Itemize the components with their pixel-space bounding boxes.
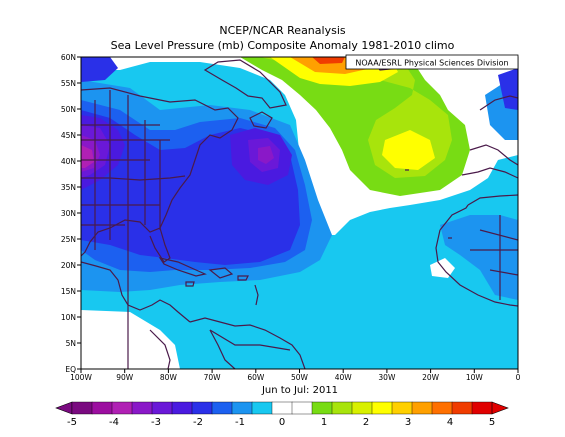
credit-box — [345, 54, 519, 70]
lat-label: 40N — [61, 157, 76, 166]
lat-label: 35N — [61, 183, 76, 192]
colorbar-swatch — [371, 401, 393, 415]
lon-label: 20W — [422, 373, 440, 382]
colorbar-arrow-left — [55, 401, 73, 415]
chart-title: NCEP/NCAR Reanalysis — [219, 24, 346, 37]
colorbar-swatch — [271, 401, 293, 415]
colorbar-tick-label: -5 — [67, 417, 77, 428]
colorbar-tick-label: 0 — [279, 417, 285, 428]
lat-label: 30N — [61, 209, 76, 218]
lon-label: 10W — [466, 373, 484, 382]
colorbar-tick-label: 4 — [447, 417, 453, 428]
colorbar-tick-label: -1 — [235, 417, 245, 428]
colorbar-swatch — [211, 401, 233, 415]
lon-label: 40W — [335, 373, 353, 382]
colorbar-tick-label: 2 — [363, 417, 369, 428]
colorbar-swatch — [291, 401, 313, 415]
lon-label: 90W — [116, 373, 134, 382]
field-negative-north-corner — [81, 57, 118, 82]
map-field — [81, 57, 518, 369]
lon-label: 70W — [204, 373, 222, 382]
colorbar-tick-label: -2 — [193, 417, 203, 428]
lat-label: 10N — [61, 313, 76, 322]
colorbar-swatch — [411, 401, 433, 415]
field-negative-1-east — [440, 80, 518, 300]
field-positive-yellow — [270, 57, 435, 170]
lon-label: 80W — [160, 373, 178, 382]
colorbar-swatch — [431, 401, 453, 415]
colorbar-swatch — [111, 401, 133, 415]
field-negative-3 — [81, 125, 280, 178]
colorbar-swatch — [131, 401, 153, 415]
chart-subtitle: Sea Level Pressure (mb) Composite Anomal… — [110, 39, 455, 52]
colorbar-swatch — [351, 401, 373, 415]
colorbar-swatch — [311, 401, 333, 415]
lat-label: 25N — [61, 235, 76, 244]
colorbar-tick-label: 1 — [321, 417, 327, 428]
field-positive-red — [312, 57, 345, 64]
colorbar-swatch — [151, 401, 173, 415]
colorbar-swatch — [191, 401, 213, 415]
field-negative-4 — [81, 145, 94, 168]
coastlines — [81, 57, 518, 369]
period-label: Jun to Jul: 2011 — [261, 385, 338, 396]
lon-label: 30W — [378, 373, 396, 382]
lat-label: 55N — [61, 79, 76, 88]
colorbar-tick-label: 3 — [405, 417, 411, 428]
colorbar-swatch — [251, 401, 273, 415]
field-zero-patch-south — [81, 310, 180, 369]
colorbar-layer: -5 -4 -3 -2 -1 0 1 2 3 4 5 — [55, 401, 509, 428]
lat-label: 50N — [61, 105, 76, 114]
colorbar-tick-label: -3 — [151, 417, 161, 428]
field-negative-25 — [81, 115, 292, 190]
colorbar-swatch — [451, 401, 473, 415]
colorbar-tick-label: 5 — [489, 417, 495, 428]
colorbar-arrow-right — [491, 401, 509, 415]
lat-label: 20N — [61, 261, 76, 270]
lat-label: 5N — [66, 339, 76, 348]
colorbar-tick-label: -4 — [109, 417, 119, 428]
colorbar-swatch — [91, 401, 113, 415]
lon-label: 0 — [516, 373, 521, 382]
colorbar-swatch — [171, 401, 193, 415]
colorbar-swatch — [71, 401, 93, 415]
lon-label: 60W — [247, 373, 265, 382]
axis-layer: 100W 90W 80W 70W 60W 50W 40W 30W 20W 10W 0 EQ 5N 10N 1… — [61, 53, 521, 382]
lat-label: EQ — [65, 365, 76, 374]
colorbar-swatch — [471, 401, 493, 415]
colorbar-swatch — [231, 401, 253, 415]
field-negative-ne-corner — [498, 68, 518, 110]
lat-label: 45N — [61, 131, 76, 140]
lat-label: 15N — [61, 287, 76, 296]
colorbar-swatch — [331, 401, 353, 415]
lon-label: 100W — [70, 373, 92, 382]
credit-label: NOAA/ESRL Physical Sciences Division — [355, 59, 508, 68]
colorbar-swatch — [391, 401, 413, 415]
lat-label: 60N — [61, 53, 76, 62]
lon-label: 50W — [291, 373, 309, 382]
